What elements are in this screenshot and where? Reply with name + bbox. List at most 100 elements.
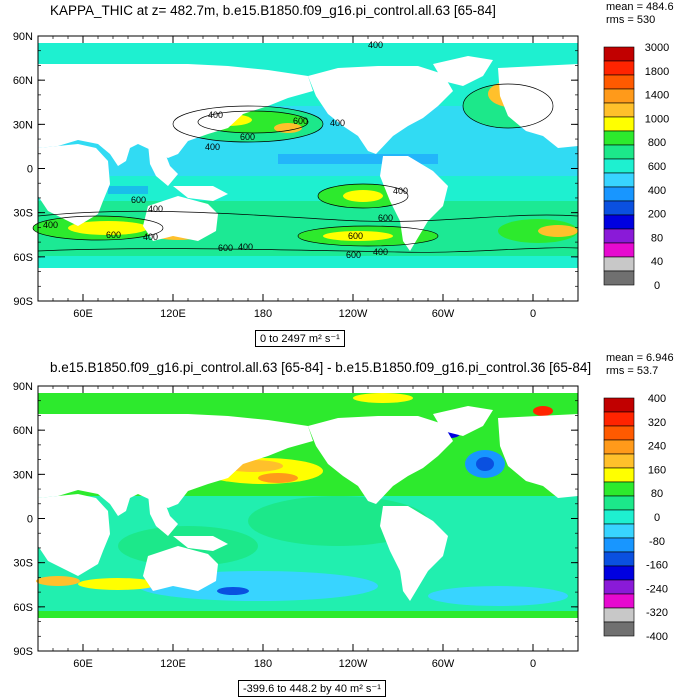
colorbar-swatch	[603, 46, 635, 62]
y-tick-label: 30N	[13, 469, 33, 481]
colorbar-label: -160	[646, 560, 668, 572]
colorbar-label: 600	[648, 161, 666, 173]
colorbar-swatch	[603, 200, 635, 216]
y-tick-label: 0	[27, 164, 33, 176]
y-tick-label: 90N	[13, 381, 33, 393]
colorbar-label: 240	[648, 441, 666, 453]
panel2-colorbar: 400 320 240 160 80 0 -80 -160 -240 -320 -400	[603, 393, 668, 643]
contour-label: 400	[393, 186, 408, 196]
contour-label: 400	[208, 110, 223, 120]
contour-label: 400	[43, 220, 58, 230]
panel1-stats-mean: mean = 484.6	[606, 1, 674, 13]
colorbar-label: 200	[648, 209, 666, 221]
colorbar-label: -320	[646, 607, 668, 619]
contour-label: 400	[373, 247, 388, 257]
colorbar-swatch	[603, 214, 635, 230]
panel1-axes: 60E 120E 180 120W 60W 0 90N 60N 30N 0 30S 60S 90S	[13, 31, 579, 320]
colorbar-label: 0	[654, 280, 660, 292]
colorbar-swatch	[603, 453, 635, 469]
colorbar-label: 400	[648, 185, 666, 197]
contour-label: 600	[348, 231, 363, 241]
x-tick-label: 120E	[160, 658, 186, 670]
colorbar-swatch	[603, 523, 635, 539]
colorbar-label: -80	[649, 536, 665, 548]
colorbar-swatch	[603, 172, 635, 188]
panel2-title: b.e15.B1850.f09_g16.pi_control.all.63 [6…	[50, 360, 592, 375]
colorbar-swatch	[603, 551, 635, 567]
contour-label: 600	[346, 250, 361, 260]
colorbar-label: 1800	[645, 66, 669, 78]
colorbar-swatch	[603, 102, 635, 118]
colorbar-swatch	[603, 579, 635, 595]
y-tick-label: 30S	[13, 208, 33, 220]
colorbar-swatch	[603, 242, 635, 258]
y-tick-label: 90S	[13, 296, 33, 308]
contour-label: 600	[218, 243, 233, 253]
colorbar-swatch	[603, 130, 635, 146]
contour-label: 600	[293, 116, 308, 126]
contour-label: 400	[330, 118, 345, 128]
y-tick-label: 30S	[13, 558, 33, 570]
colorbar-swatch	[603, 88, 635, 104]
contour-label: 400	[368, 40, 383, 50]
contour-label: 600	[131, 195, 146, 205]
x-tick-label: 0	[530, 658, 536, 670]
colorbar-label: 400	[648, 393, 666, 405]
x-tick-label: 60E	[73, 658, 93, 670]
colorbar-label: 40	[651, 256, 663, 268]
colorbar-label: 320	[648, 417, 666, 429]
colorbar-label: -400	[646, 631, 668, 643]
colorbar-label: 80	[651, 232, 663, 244]
colorbar-swatch	[603, 228, 635, 244]
colorbar-swatch	[603, 439, 635, 455]
x-tick-label: 120W	[339, 308, 368, 320]
contour-label: 400	[143, 232, 158, 242]
panel2-axes: 60E 120E 180 120W 60W 0 90N 60N 30N 0 30S 60S 90S	[13, 381, 579, 670]
panel2-plot: 60E 120E 180 120W 60W 0 90N 60N 30N 0 30S 60S 90S	[13, 381, 579, 670]
panel2-stats-mean: mean = 6.946	[606, 352, 674, 364]
panel1-plot: 400 600 400 600 400 400 400 600 600 400 …	[13, 31, 579, 320]
x-tick-label: 0	[530, 308, 536, 320]
colorbar-label: -240	[646, 583, 668, 595]
panel1-contour-labels: 400 600 400 600 400 400 400 600 600 400 …	[43, 40, 408, 260]
colorbar-swatch	[603, 481, 635, 497]
panel1-stats-rms: rms = 530	[606, 14, 656, 26]
colorbar-swatch	[603, 158, 635, 174]
colorbar-label: 80	[651, 488, 663, 500]
x-tick-label: 60W	[432, 308, 455, 320]
y-tick-label: 90S	[13, 646, 33, 658]
colorbar-swatch	[603, 116, 635, 132]
y-tick-label: 60S	[13, 602, 33, 614]
colorbar-swatch	[603, 256, 635, 272]
panel1-title: KAPPA_THIC at z= 482.7m, b.e15.B1850.f09…	[50, 3, 496, 18]
colorbar-swatch	[603, 186, 635, 202]
contour-label: 400	[205, 142, 220, 152]
panel2-stats-rms: rms = 53.7	[606, 365, 659, 377]
y-tick-label: 60S	[13, 252, 33, 264]
y-tick-label: 0	[27, 514, 33, 526]
colorbar-swatch	[603, 495, 635, 511]
y-tick-label: 60N	[13, 75, 33, 87]
colorbar-label: 3000	[645, 42, 669, 54]
colorbar-swatch	[603, 467, 635, 483]
contour-label: 400	[238, 242, 253, 252]
x-tick-label: 180	[254, 658, 272, 670]
colorbar-swatch	[603, 411, 635, 427]
y-tick-label: 60N	[13, 425, 33, 437]
colorbar-swatch	[603, 565, 635, 581]
contour-label: 600	[240, 132, 255, 142]
colorbar-swatch	[603, 509, 635, 525]
colorbar-swatch	[603, 74, 635, 90]
colorbar-swatch	[603, 397, 635, 413]
panel2-range-label: -399.6 to 448.2 by 40 m² s⁻¹	[238, 680, 386, 697]
colorbar-swatch	[603, 270, 635, 286]
x-tick-label: 60E	[73, 308, 93, 320]
x-tick-label: 180	[254, 308, 272, 320]
colorbar-label: 160	[648, 464, 666, 476]
colorbar-swatch	[603, 425, 635, 441]
contour-label: 400	[148, 204, 163, 214]
x-tick-label: 60W	[432, 658, 455, 670]
y-tick-label: 90N	[13, 31, 33, 43]
